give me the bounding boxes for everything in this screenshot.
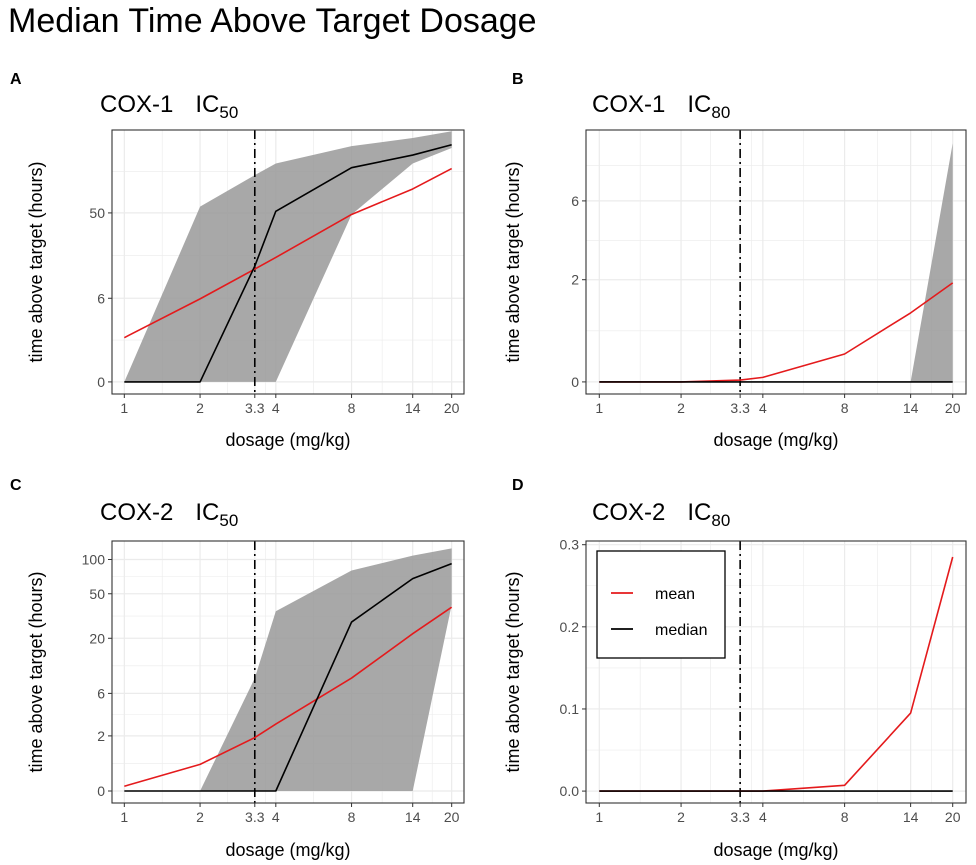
y-axis-title: time above target (hours) bbox=[503, 161, 523, 362]
panel-b: B COX-1 IC80 1 2 3.3 4 8 14 20 0 2 6 dosage (mg/kg) ti… bbox=[503, 71, 967, 450]
x-tick-label: 4 bbox=[759, 809, 767, 825]
series-median-line bbox=[124, 143, 452, 383]
y-tick-label: 6 bbox=[97, 685, 105, 701]
panel-title-subscript: 50 bbox=[219, 511, 238, 530]
x-tick-label: 8 bbox=[841, 809, 849, 825]
panel-title-cox: COX-2 bbox=[592, 499, 665, 526]
y-tick-label: 0.0 bbox=[560, 783, 580, 799]
x-tick-label: 1 bbox=[595, 400, 603, 416]
y-tick-label: 50 bbox=[89, 205, 105, 221]
x-tick-label: 2 bbox=[677, 809, 685, 825]
x-tick-label: 14 bbox=[405, 809, 421, 825]
series-median-line bbox=[124, 562, 452, 792]
panel-border bbox=[111, 129, 465, 395]
y-tick-label: 0 bbox=[97, 374, 105, 390]
y-tick-label: 0.2 bbox=[560, 619, 580, 635]
panel-title-ic: IC bbox=[195, 91, 219, 118]
panel-title-subscript: 80 bbox=[711, 103, 730, 122]
y-tick-label: 0 bbox=[97, 783, 105, 799]
x-tick-label: 3.3 bbox=[245, 400, 265, 416]
y-axis-title: time above target (hours) bbox=[26, 161, 46, 362]
panel-title: COX-2 IC80 bbox=[592, 499, 730, 530]
panel-letter: C bbox=[10, 477, 22, 494]
x-tick-label: 20 bbox=[444, 400, 460, 416]
legend-label-mean: mean bbox=[655, 586, 695, 603]
panel-title: COX-2 IC50 bbox=[100, 499, 238, 530]
x-tick-label: 4 bbox=[272, 809, 280, 825]
y-tick-label: 20 bbox=[89, 630, 105, 646]
y-axis-title: time above target (hours) bbox=[26, 571, 46, 772]
x-tick-label: 2 bbox=[677, 400, 685, 416]
panel-border bbox=[585, 129, 967, 395]
x-tick-label: 20 bbox=[444, 809, 460, 825]
panel-letter: D bbox=[512, 477, 524, 494]
x-axis-title: dosage (mg/kg) bbox=[713, 430, 838, 450]
y-tick-label: 100 bbox=[82, 551, 106, 567]
x-tick-label: 8 bbox=[348, 400, 356, 416]
panel-title-cox: COX-1 bbox=[592, 91, 665, 118]
legend-label-median: median bbox=[655, 622, 707, 639]
x-tick-label: 4 bbox=[759, 400, 767, 416]
x-tick-label: 14 bbox=[405, 400, 421, 416]
y-tick-label: 0 bbox=[571, 374, 579, 390]
x-axis-title: dosage (mg/kg) bbox=[225, 430, 350, 450]
panel-border bbox=[585, 540, 967, 804]
y-tick-label: 0.3 bbox=[560, 537, 580, 553]
legend-box bbox=[596, 550, 726, 659]
x-tick-label: 1 bbox=[120, 400, 128, 416]
y-tick-label: 0.1 bbox=[560, 701, 580, 717]
x-tick-label: 3.3 bbox=[245, 809, 265, 825]
confidence-band bbox=[124, 131, 452, 382]
series-mean-line bbox=[124, 606, 453, 787]
panel-title: COX-1 IC80 bbox=[592, 91, 730, 122]
y-tick-label: 2 bbox=[571, 272, 579, 288]
x-tick-label: 14 bbox=[903, 809, 919, 825]
panel-title-ic: IC bbox=[195, 499, 219, 526]
x-tick-label: 2 bbox=[196, 809, 204, 825]
legend: mean median bbox=[596, 550, 726, 659]
panel-d: D COX-2 IC80 1 2 3.3 4 8 14 20 0.0 0.1 0.2 0.3 dosage … bbox=[503, 477, 967, 860]
panel-title: COX-1 IC50 bbox=[100, 91, 238, 122]
y-axis-title: time above target (hours) bbox=[503, 571, 523, 772]
x-tick-label: 20 bbox=[945, 400, 961, 416]
panel-title-subscript: 50 bbox=[219, 103, 238, 122]
y-tick-label: 6 bbox=[97, 290, 105, 306]
confidence-band bbox=[124, 548, 452, 791]
figure-title: Median Time Above Target Dosage bbox=[8, 2, 537, 40]
x-tick-label: 2 bbox=[196, 400, 204, 416]
x-tick-label: 14 bbox=[903, 400, 919, 416]
x-tick-label: 3.3 bbox=[730, 809, 750, 825]
x-tick-label: 1 bbox=[595, 809, 603, 825]
panel-title-cox: COX-1 bbox=[100, 91, 173, 118]
panel-title-subscript: 80 bbox=[711, 511, 730, 530]
x-tick-label: 8 bbox=[348, 809, 356, 825]
x-tick-label: 8 bbox=[841, 400, 849, 416]
x-axis-title: dosage (mg/kg) bbox=[713, 840, 838, 860]
series-mean-line bbox=[123, 167, 453, 339]
panel-title-ic: IC bbox=[687, 499, 711, 526]
x-tick-label: 20 bbox=[945, 809, 961, 825]
x-tick-label: 3.3 bbox=[730, 400, 750, 416]
series-mean-line bbox=[599, 282, 954, 383]
panel-letter: A bbox=[10, 71, 22, 88]
x-axis-title: dosage (mg/kg) bbox=[225, 840, 350, 860]
y-tick-label: 6 bbox=[571, 193, 579, 209]
y-tick-label: 2 bbox=[97, 728, 105, 744]
y-tick-label: 50 bbox=[89, 586, 105, 602]
panel-title-cox: COX-2 bbox=[100, 499, 173, 526]
panel-border bbox=[111, 540, 465, 804]
x-tick-label: 4 bbox=[272, 400, 280, 416]
x-tick-label: 1 bbox=[120, 809, 128, 825]
panel-title-ic: IC bbox=[687, 91, 711, 118]
confidence-band bbox=[599, 143, 953, 382]
panel-letter: B bbox=[512, 71, 524, 88]
